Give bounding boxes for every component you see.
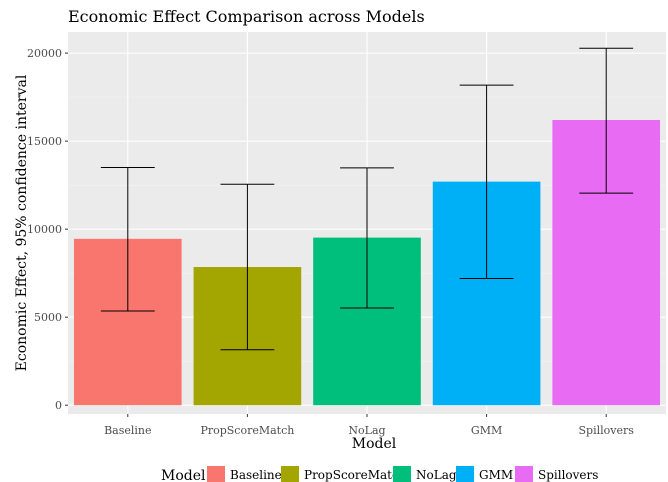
legend-label: GMM (479, 468, 513, 482)
legend-key (393, 466, 411, 482)
y-axis-title: Economic Effect, 95% confidence interval (14, 74, 30, 371)
error-bars (100, 47, 634, 351)
x-tick-label: NoLag (348, 424, 385, 437)
y-tick-label: 0 (55, 399, 62, 412)
legend-title: Model (161, 468, 206, 482)
legend-label: Spillovers (538, 468, 598, 482)
legend-key (281, 466, 299, 482)
y-axis: 0 5000 10000 15000 20000 (27, 47, 68, 412)
chart-title: Economic Effect Comparison across Models (68, 7, 425, 26)
x-axis-title: Model (352, 436, 397, 452)
x-tick-label: Spillovers (579, 424, 635, 437)
x-tick-label: PropScoreMatch (200, 424, 294, 437)
legend-label: NoLag (416, 468, 457, 482)
x-tick-label: Baseline (104, 424, 151, 437)
y-tick-label: 5000 (34, 311, 62, 324)
y-tick-label: 15000 (27, 135, 62, 148)
legend-key (456, 466, 474, 482)
legend: Model Baseline PropScoreMatch NoLag GMM Spil… (161, 466, 598, 482)
legend-label: Baseline (230, 468, 282, 482)
legend-label: PropScoreMatch (304, 468, 407, 482)
legend-key (515, 466, 533, 482)
x-tick-label: GMM (471, 424, 502, 437)
y-tick-label: 20000 (27, 47, 62, 60)
x-axis: Baseline PropScoreMatch NoLag GMM Spillovers (104, 414, 634, 437)
legend-key (207, 466, 225, 482)
y-tick-label: 10000 (27, 223, 62, 236)
